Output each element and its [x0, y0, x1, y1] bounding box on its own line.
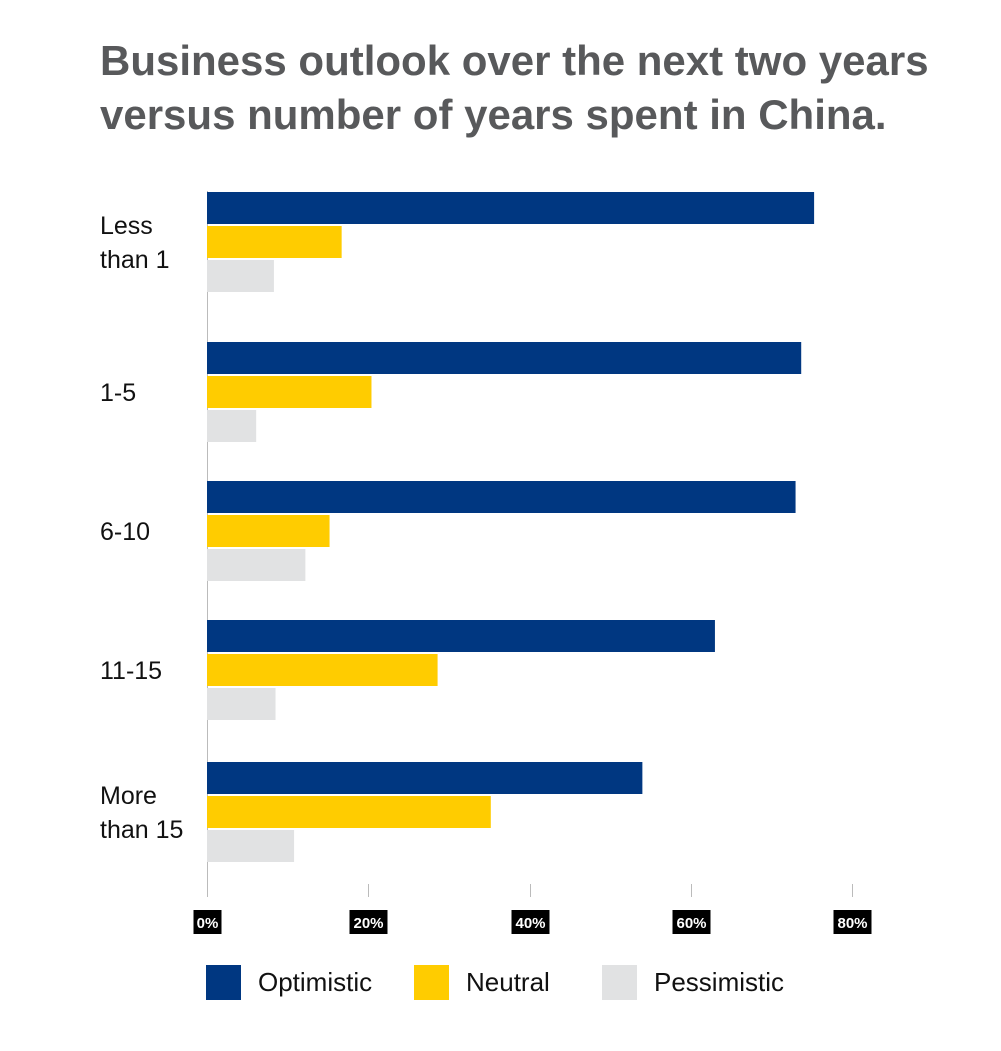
x-tick-label-4: 80% [837, 915, 867, 932]
bar-pessimistic-4 [207, 830, 295, 862]
category-labels: Less than 1 1-5 6-10 11-15 More than 15 [100, 212, 183, 844]
bar-optimistic-3 [207, 620, 715, 652]
chart-legend: Optimistic Neutral Pessimistic [206, 965, 784, 1000]
category-label-line: than 1 [100, 246, 170, 274]
bar-neutral-1 [207, 376, 372, 408]
bar-pessimistic-3 [207, 688, 276, 720]
category-label-0: Less than 1 [100, 212, 170, 274]
chart-title: Business outlook over the next two years… [100, 34, 960, 142]
bar-optimistic-4 [207, 762, 643, 794]
x-tick-label-bg-1 [349, 910, 388, 934]
legend-label-optimistic: Optimistic [258, 967, 372, 997]
bar-optimistic-2 [207, 481, 796, 513]
category-label-line: than 15 [100, 816, 183, 844]
legend-label-neutral: Neutral [466, 967, 550, 997]
x-tick-label-bg-0 [193, 910, 222, 934]
x-tick-label-3: 60% [676, 915, 706, 932]
legend-label-pessimistic: Pessimistic [654, 967, 784, 997]
category-label-2: 6-10 [100, 518, 150, 546]
bar-pessimistic-1 [207, 410, 257, 442]
bar-pessimistic-2 [207, 549, 306, 581]
x-tick-label-bg-2 [511, 910, 550, 934]
bar-neutral-2 [207, 515, 330, 547]
category-label-line: 11-15 [100, 657, 162, 685]
category-label-line: More [100, 782, 157, 810]
chart-title-line-1: Business outlook over the next two years [100, 37, 929, 84]
bar-neutral-4 [207, 796, 491, 828]
legend-swatch-neutral [414, 965, 449, 1000]
bar-pessimistic-0 [207, 260, 274, 292]
x-tick-label-2: 40% [515, 915, 545, 932]
category-label-line: 6-10 [100, 518, 150, 546]
bar-optimistic-0 [207, 192, 815, 224]
chart-bars [207, 192, 815, 862]
bar-optimistic-1 [207, 342, 802, 374]
category-label-4: More than 15 [100, 782, 183, 844]
bar-neutral-0 [207, 226, 342, 258]
x-axis-ticks: 0% 20% 40% 60% 80% [193, 884, 872, 934]
category-label-line: 1-5 [100, 379, 136, 407]
x-tick-label-0: 0% [197, 915, 219, 932]
x-tick-label-bg-4 [833, 910, 872, 934]
x-tick-label-bg-3 [672, 910, 711, 934]
x-tick-label-1: 20% [353, 915, 383, 932]
legend-swatch-pessimistic [602, 965, 637, 1000]
category-label-line: Less [100, 212, 153, 240]
chart-title-line-2: versus number of years spent in China. [100, 91, 887, 138]
category-label-3: 11-15 [100, 657, 162, 685]
bar-neutral-3 [207, 654, 438, 686]
category-label-1: 1-5 [100, 379, 136, 407]
legend-swatch-optimistic [206, 965, 241, 1000]
